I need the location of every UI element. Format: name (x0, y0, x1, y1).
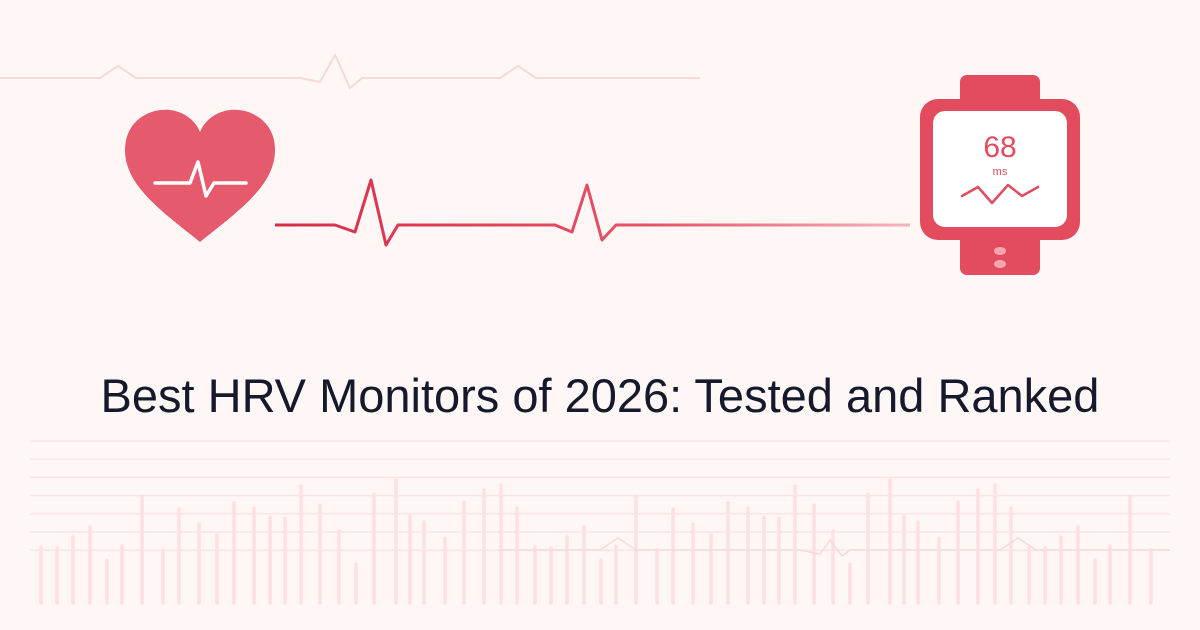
hrv-unit: ms (993, 166, 1008, 178)
ecg-line (275, 178, 910, 247)
page-title: Best HRV Monitors of 2026: Tested and Ra… (100, 369, 1100, 422)
hrv-value: 68 (983, 131, 1016, 164)
heart-ecg-icon (125, 109, 275, 242)
background-grid-lines (30, 440, 1170, 551)
watch-button (994, 260, 1006, 268)
smartwatch-icon: 68 ms (920, 75, 1080, 275)
background-ecg-line-lower (500, 537, 1170, 558)
background-bars (39, 478, 1153, 605)
background-ecg-line (0, 52, 700, 90)
watch-button (994, 247, 1006, 255)
